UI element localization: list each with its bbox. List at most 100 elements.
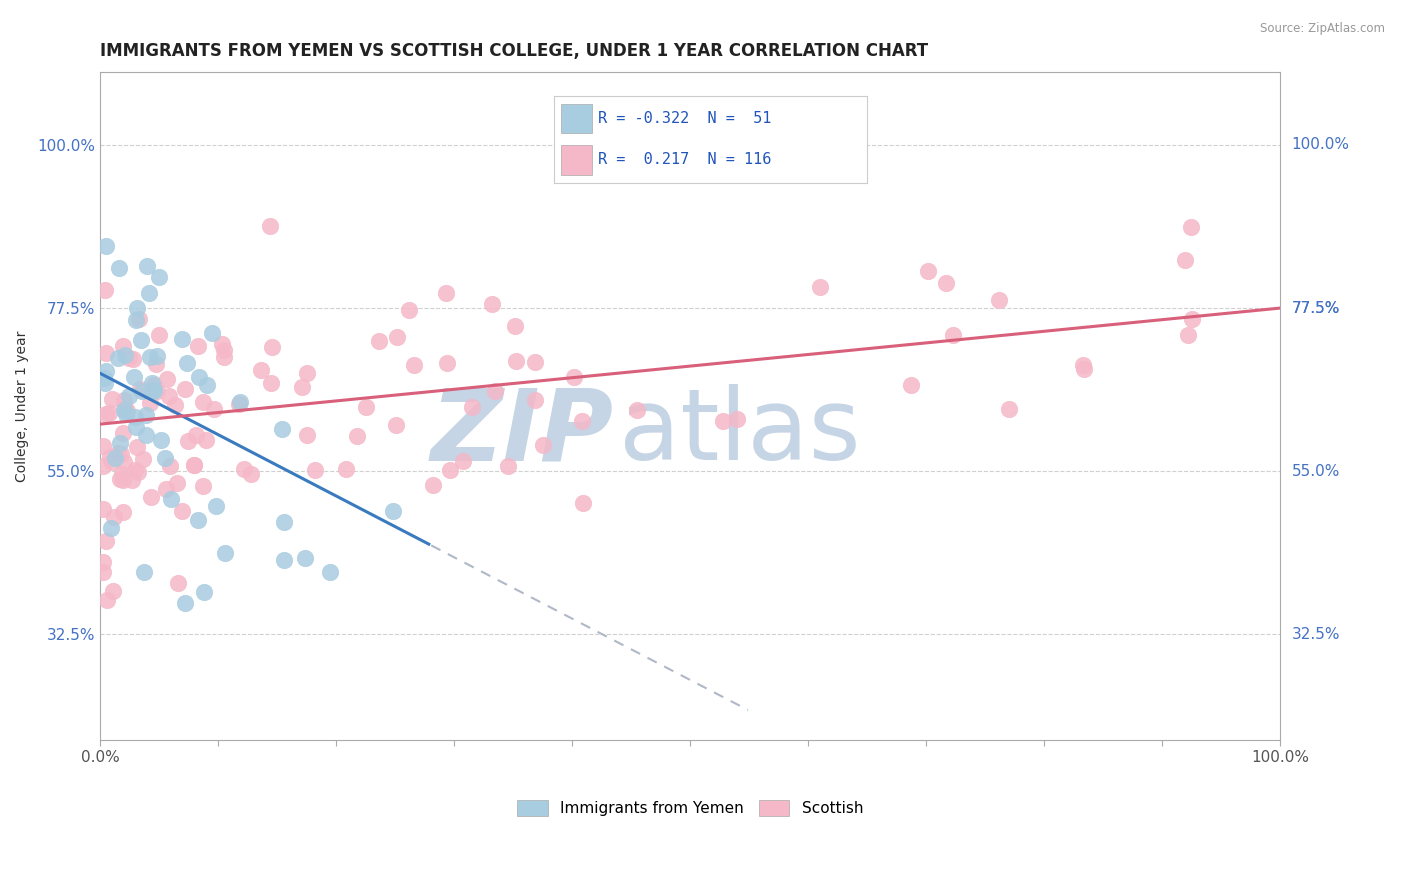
Point — [94, 407, 117, 421]
Point — [110, 436, 132, 450]
Point — [96, 346, 118, 360]
Point — [94, 533, 117, 548]
Point — [107, 446, 129, 460]
Point — [626, 403, 648, 417]
Point — [294, 550, 316, 565]
Point — [1174, 252, 1197, 267]
Point — [385, 417, 408, 432]
Point — [439, 463, 461, 477]
Point — [183, 458, 205, 472]
Text: Source: ZipAtlas.com: Source: ZipAtlas.com — [1260, 22, 1385, 36]
Point — [112, 392, 135, 407]
Point — [136, 259, 159, 273]
Point — [184, 427, 207, 442]
Point — [141, 376, 163, 390]
Point — [112, 455, 135, 469]
Point — [496, 458, 519, 473]
Point — [159, 492, 181, 507]
Point — [572, 496, 595, 510]
Point — [524, 355, 547, 369]
Point — [143, 377, 166, 392]
Point — [128, 312, 150, 326]
Point — [135, 408, 157, 422]
Y-axis label: College, Under 1 year: College, Under 1 year — [15, 330, 30, 482]
Point — [145, 357, 167, 371]
Point — [194, 433, 217, 447]
Point — [711, 413, 734, 427]
Point — [101, 392, 124, 406]
Point — [240, 467, 263, 481]
Point — [260, 340, 283, 354]
Point — [125, 440, 148, 454]
Point — [505, 354, 527, 368]
Point — [115, 407, 138, 421]
Point — [564, 370, 586, 384]
Point — [135, 428, 157, 442]
Point — [104, 450, 127, 465]
Point — [134, 565, 156, 579]
Point — [481, 296, 503, 310]
Point — [94, 284, 117, 298]
Point — [125, 313, 148, 327]
Point — [387, 329, 409, 343]
Point — [942, 327, 965, 342]
Point — [138, 285, 160, 300]
Point — [172, 332, 194, 346]
Point — [214, 343, 236, 357]
Text: 77.5%: 77.5% — [1292, 301, 1340, 316]
Point — [148, 270, 170, 285]
Point — [111, 505, 134, 519]
Point — [110, 447, 132, 461]
Point — [725, 412, 748, 426]
Point — [177, 434, 200, 449]
Point — [174, 596, 197, 610]
Point — [172, 504, 194, 518]
Point — [155, 451, 177, 466]
Point — [367, 334, 389, 349]
Point — [139, 490, 162, 504]
Point — [259, 219, 281, 233]
Point — [998, 402, 1021, 417]
Point — [270, 422, 292, 436]
Point — [98, 450, 121, 464]
Point — [304, 463, 326, 477]
Point — [107, 351, 129, 365]
Point — [917, 264, 939, 278]
Point — [319, 566, 342, 580]
Point — [142, 383, 165, 397]
Point — [202, 401, 225, 416]
Point — [205, 499, 228, 513]
Text: 55.0%: 55.0% — [1292, 464, 1340, 479]
Point — [260, 376, 283, 391]
Point — [451, 454, 474, 468]
Point — [122, 369, 145, 384]
Point — [187, 338, 209, 352]
Point — [112, 426, 135, 441]
Point — [193, 585, 215, 599]
Point — [166, 475, 188, 490]
Point — [118, 351, 141, 365]
Point — [110, 472, 132, 486]
Point — [146, 349, 169, 363]
Point — [150, 434, 173, 448]
Point — [191, 479, 214, 493]
Point — [436, 356, 458, 370]
Point — [1073, 359, 1095, 373]
Point — [94, 364, 117, 378]
Point — [228, 397, 250, 411]
Text: ZIP: ZIP — [430, 384, 613, 481]
Point — [398, 303, 420, 318]
Point — [214, 546, 236, 560]
Point — [250, 363, 273, 377]
Point — [273, 515, 295, 529]
Point — [93, 371, 115, 385]
Point — [212, 350, 235, 364]
Point — [187, 370, 209, 384]
Point — [129, 333, 152, 347]
Point — [142, 384, 165, 399]
Point — [201, 326, 224, 340]
Point — [91, 458, 114, 473]
Point — [523, 392, 546, 407]
Legend: Immigrants from Yemen, Scottish: Immigrants from Yemen, Scottish — [510, 794, 869, 822]
Point — [146, 384, 169, 398]
